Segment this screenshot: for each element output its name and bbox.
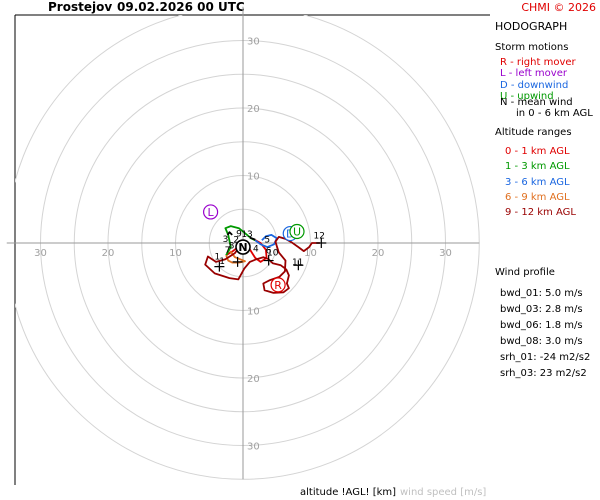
srh-01: srh_01: -24 m2/s2 [500, 352, 590, 363]
bwd-06: bwd_06: 1.8 m/s [500, 320, 583, 331]
altitude-ranges-heading: Altitude ranges [495, 127, 572, 138]
hodograph-series-5 [226, 231, 233, 236]
storm-item-downwind: D - downwind [500, 80, 568, 91]
storm-item-right-mover: R - right mover [500, 57, 577, 68]
altitude-label: 1 [219, 257, 225, 267]
altitude-label: 9 [236, 230, 242, 240]
altitude-label: 12 [314, 232, 325, 242]
y-tick-label: 20 [247, 374, 260, 385]
panel-title: HODOGRAPH [495, 20, 567, 33]
altitude-label: 2 [233, 236, 239, 246]
y-tick-label: 30 [247, 442, 260, 453]
y-tick-label: 10 [247, 307, 260, 318]
altitude-label: 3 [223, 235, 229, 245]
hodograph-series-6 [249, 236, 256, 241]
hodograph-series-1 [224, 225, 256, 256]
srh-03: srh_03: 23 m2/s2 [500, 368, 587, 379]
storm-marker-n: N [238, 241, 247, 254]
info-panel: HODOGRAPH Storm motions R - right mover … [495, 20, 593, 379]
altitude-label: 11 [292, 258, 303, 268]
storm-marker-u-ring [289, 223, 305, 240]
storm-item-mean-wind: N - mean wind [500, 97, 573, 108]
x-tick-label: 10 [304, 248, 317, 259]
storm-marker-l-ring [203, 204, 219, 220]
hodograph-series-3 [225, 250, 246, 264]
hodograph-series-4 [204, 235, 320, 294]
alt-range-0-1: 0 - 1 km AGL [505, 146, 570, 157]
bwd-03: bwd_03: 2.8 m/s [500, 304, 583, 315]
plot-area: 3020101020303020101020300123456789101112… [6, 6, 480, 480]
storm-item-left-mover: L - left mover [500, 68, 568, 79]
level-cross-mark [293, 260, 304, 271]
x-tick-label: 30 [439, 248, 452, 259]
storm-item-upwind: U - upwind [500, 91, 554, 102]
storm-marker-r: R [274, 279, 282, 292]
altitude-label: 8 [229, 242, 235, 252]
footer-speed-label: wind speed [m/s] [400, 487, 486, 498]
storm-motions-heading: Storm motions [495, 42, 568, 53]
altitude-label: 5 [264, 236, 270, 246]
y-tick-label: 10 [247, 172, 260, 183]
x-tick-label: 20 [102, 248, 115, 259]
level-cross-mark [232, 256, 243, 267]
header-datetime: 09.02.2026 00 UTC [117, 0, 245, 14]
alt-range-3-6: 3 - 6 km AGL [505, 177, 570, 188]
altitude-label: 13 [241, 230, 252, 240]
alt-range-1-3: 1 - 3 km AGL [505, 161, 570, 172]
storm-marker-n-ring [235, 239, 251, 255]
x-tick-label: 30 [34, 248, 47, 259]
altitude-label: 6 [266, 246, 272, 256]
storm-marker-u: U [293, 226, 301, 239]
x-tick-label: 10 [169, 248, 182, 259]
storm-marker-l: L [208, 206, 215, 219]
altitude-label: 10 [267, 248, 279, 258]
header-credit: CHMI © 2026 [521, 1, 596, 14]
x-tick-label: 20 [372, 248, 385, 259]
bwd-01: bwd_01: 5.0 m/s [500, 288, 583, 299]
y-tick-label: 20 [247, 104, 260, 115]
level-cross-mark [214, 261, 225, 272]
altitude-label: 7 [225, 246, 231, 256]
header-location: Prostejov [48, 0, 112, 14]
level-cross-mark [316, 238, 327, 248]
storm-item-mean-wind-layer: in 0 - 6 km AGL [516, 108, 593, 119]
bwd-08: bwd_08: 3.0 m/s [500, 336, 583, 347]
level-cross-mark [263, 255, 274, 266]
storm-marker-r-ring [270, 277, 286, 293]
footer-altitude-label: altitude !AGL! [km] [300, 487, 396, 498]
alt-range-6-9: 6 - 9 km AGL [505, 192, 570, 203]
altitude-label: 4 [253, 244, 259, 254]
y-tick-label: 30 [247, 37, 260, 48]
altitude-label: 1 [214, 253, 220, 263]
wind-profile-heading: Wind profile [495, 267, 555, 278]
alt-range-9-12: 9 - 12 km AGL [505, 207, 576, 218]
